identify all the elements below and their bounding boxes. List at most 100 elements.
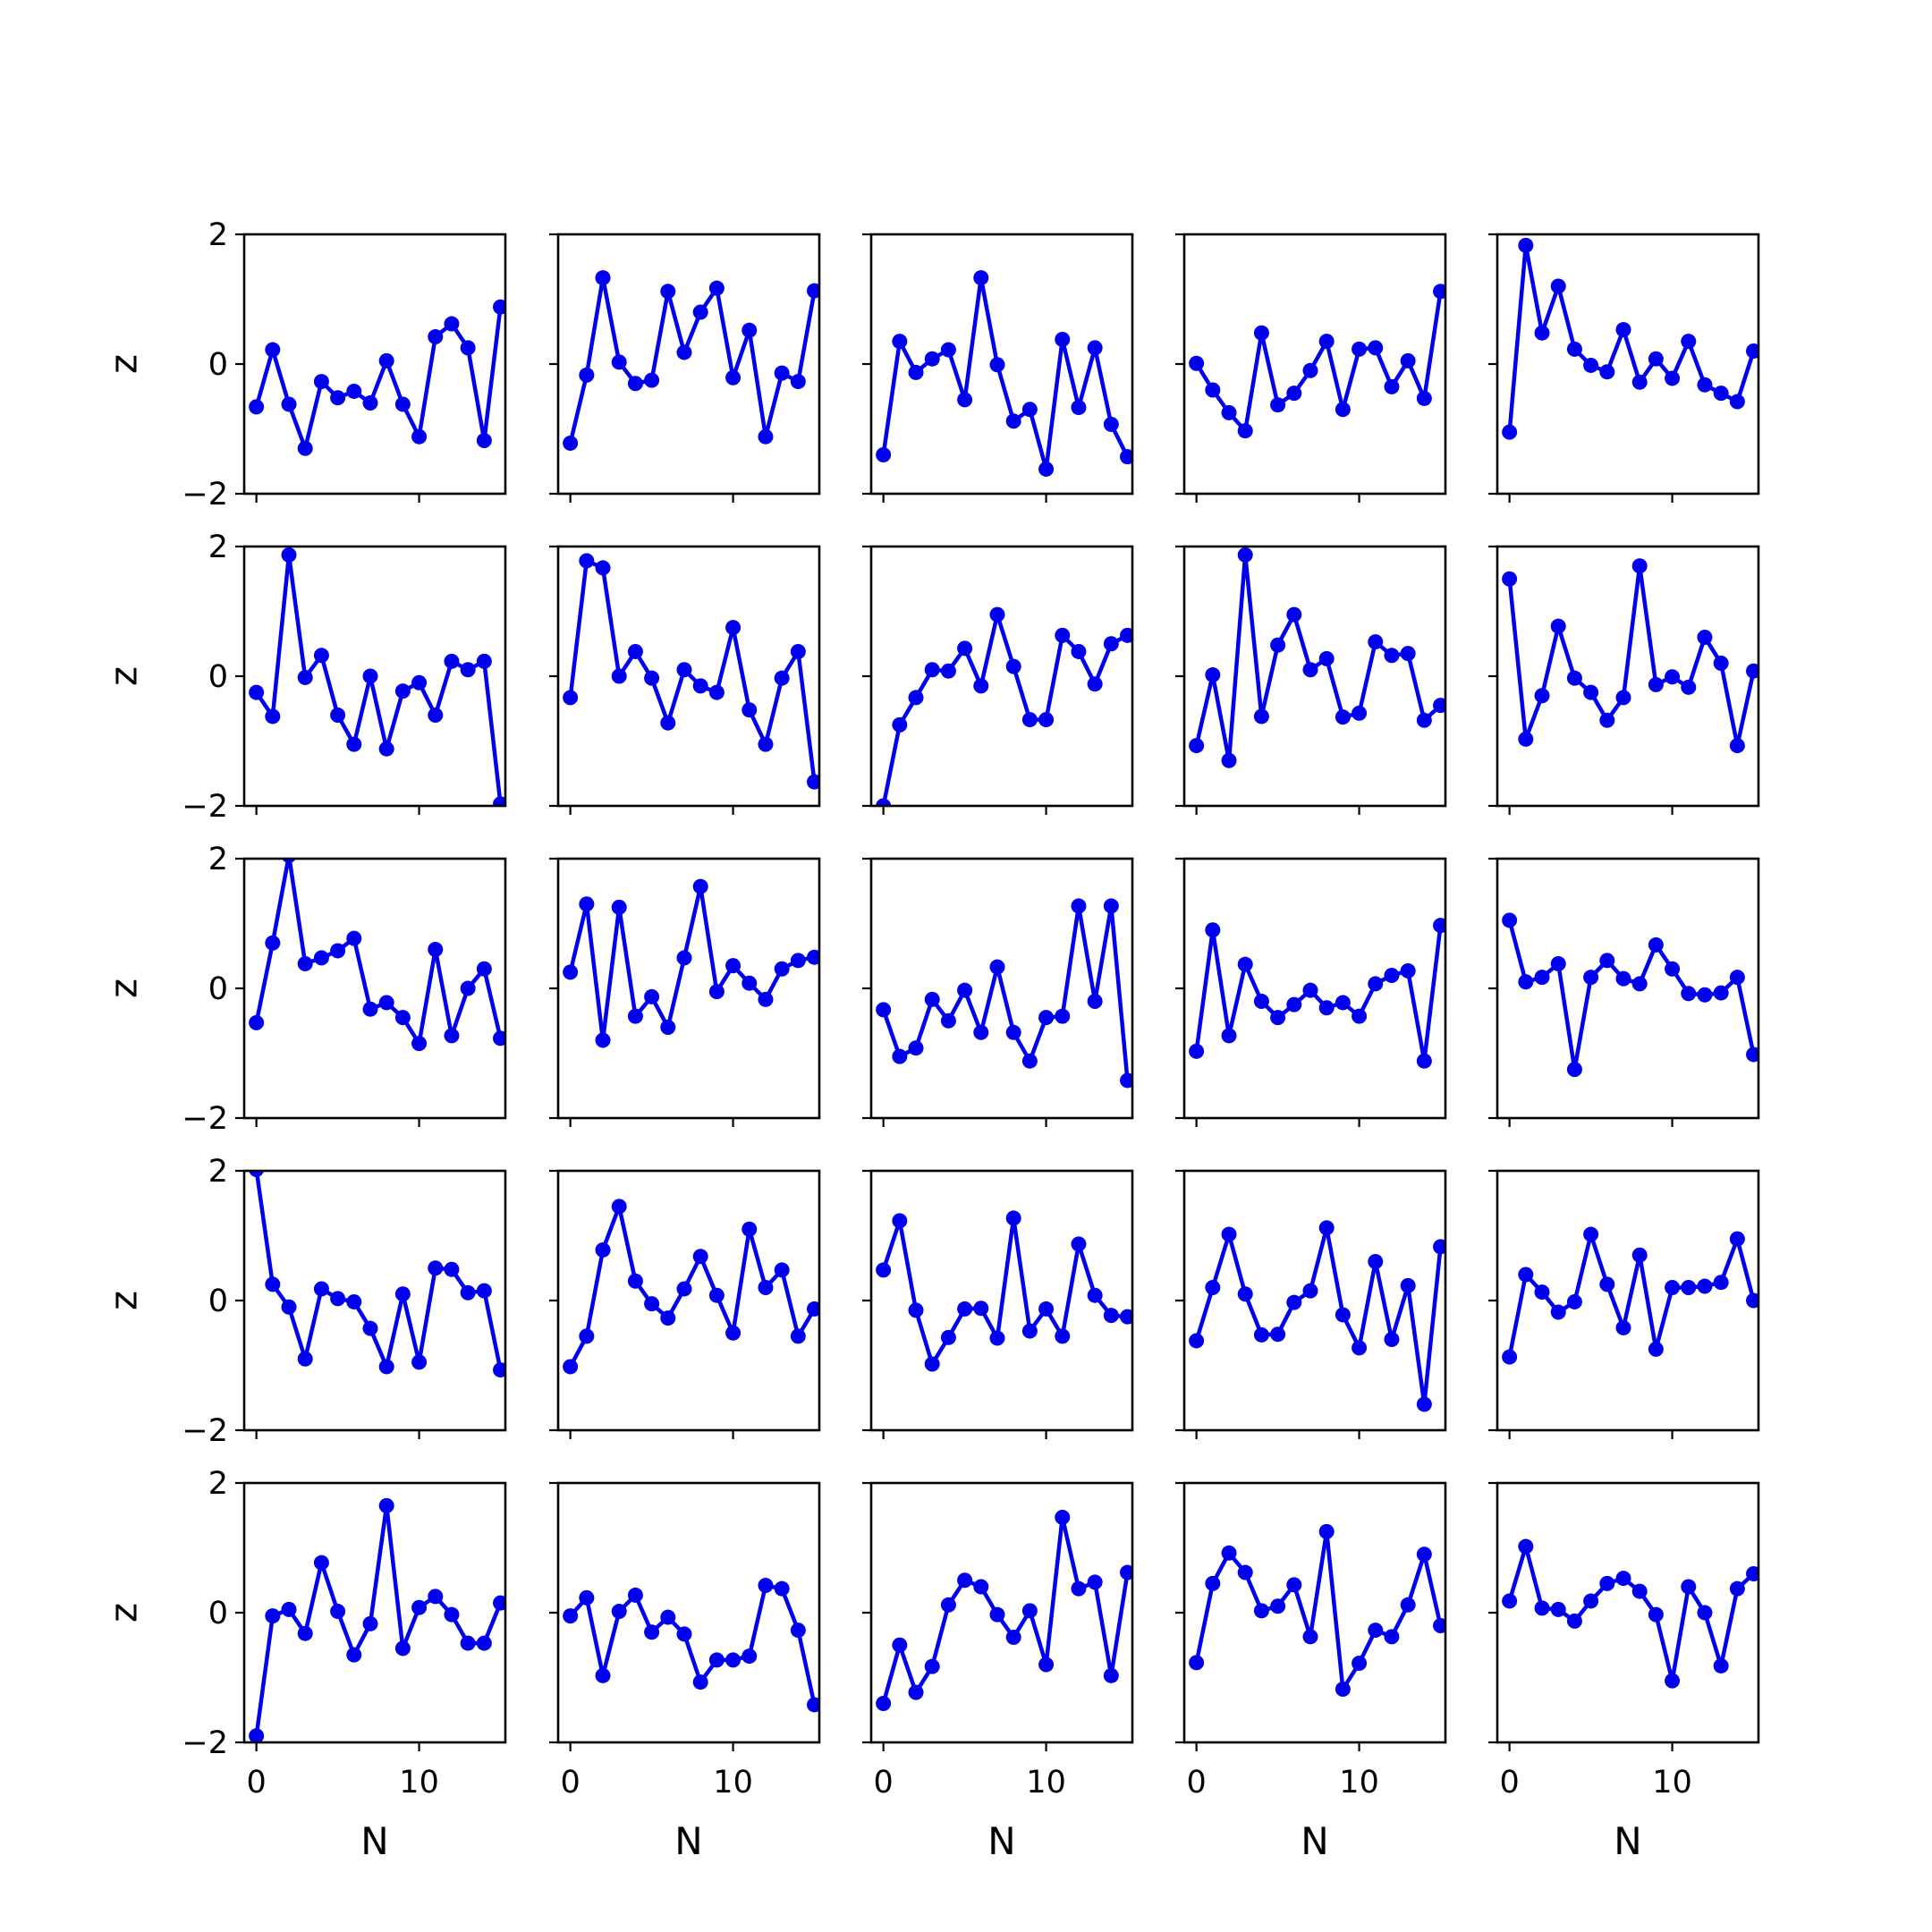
data-point (1038, 1010, 1055, 1026)
data-point (1120, 1564, 1132, 1580)
data-point (1400, 646, 1416, 662)
data-point (1746, 1046, 1758, 1063)
data-point (313, 950, 329, 966)
data-point (1103, 636, 1119, 652)
data-point (1087, 1574, 1103, 1590)
data-point (1713, 1275, 1729, 1291)
data-point (1534, 970, 1550, 986)
data-point (725, 1652, 741, 1668)
data-point (973, 678, 989, 694)
data-point (362, 1615, 378, 1631)
data-point (1502, 1593, 1518, 1609)
data-point (1368, 340, 1384, 356)
data-point (1583, 1593, 1599, 1609)
data-point (460, 340, 476, 356)
data-point (676, 662, 692, 678)
data-point (476, 433, 492, 449)
data-point (428, 1260, 444, 1276)
data-point (1253, 325, 1269, 341)
data-point (330, 1604, 346, 1620)
data-point (281, 1601, 297, 1617)
x-tick-label: 10 (713, 1765, 753, 1801)
data-point (708, 1287, 724, 1303)
y-axis-label: z (102, 979, 146, 998)
data-point (1550, 618, 1566, 634)
data-point (807, 1301, 819, 1317)
data-point (758, 1280, 774, 1295)
data-point (595, 560, 611, 576)
data-point (1583, 357, 1599, 373)
data-point (725, 1325, 741, 1341)
data-point (908, 1302, 924, 1318)
data-point (644, 372, 660, 388)
subplot-r3-c2 (549, 857, 821, 1127)
data-point (394, 1640, 411, 1657)
data-point (394, 683, 411, 699)
data-point (892, 716, 908, 733)
data-point (1071, 1236, 1087, 1252)
data-point (330, 1291, 346, 1307)
data-point (973, 270, 989, 286)
data-point (774, 961, 790, 977)
data-point (460, 1635, 476, 1651)
data-point (924, 351, 940, 367)
data-point (1302, 662, 1318, 678)
data-point (940, 1013, 956, 1029)
data-point (1120, 449, 1132, 465)
data-point (265, 342, 281, 358)
data-point (444, 1028, 460, 1044)
y-tick-label: 0 (208, 659, 228, 695)
data-point (1103, 416, 1119, 432)
data-point (1665, 669, 1681, 685)
series-line (254, 859, 503, 1046)
x-axis-label: N (1614, 1819, 1641, 1863)
data-point (313, 1555, 329, 1571)
data-point (973, 1301, 989, 1317)
data-point (460, 662, 476, 678)
subplot-r1-c5 (1488, 233, 1760, 503)
series-line (254, 306, 503, 451)
series-line (1507, 1232, 1756, 1358)
data-point (1550, 1601, 1566, 1617)
data-point (1237, 547, 1253, 563)
data-point (676, 344, 692, 360)
subplot-r5-c1: 0 10 −2 0 2 z N (102, 1466, 507, 1863)
data-point (940, 663, 956, 679)
data-point (411, 1354, 428, 1370)
data-point (476, 961, 492, 977)
data-point (807, 774, 819, 790)
data-point (1205, 922, 1221, 938)
data-point (411, 1599, 428, 1615)
data-point (1729, 1580, 1745, 1597)
data-point (940, 1597, 956, 1613)
data-point (1005, 1210, 1021, 1226)
data-point (725, 958, 741, 974)
data-point (476, 1283, 492, 1299)
data-point (1729, 970, 1745, 986)
data-point (790, 643, 806, 659)
data-point (1615, 1571, 1631, 1587)
data-point (1087, 340, 1103, 356)
data-point (1221, 1226, 1237, 1242)
subplot-r4-c2 (549, 1169, 821, 1439)
x-tick-label: 0 (874, 1765, 894, 1801)
data-point (807, 949, 819, 965)
data-point (281, 1299, 297, 1315)
data-point (660, 715, 676, 731)
subplot-r2-c2 (549, 545, 821, 815)
data-point (1599, 364, 1615, 380)
data-point (297, 955, 313, 971)
y-tick-label: 0 (208, 971, 228, 1007)
data-point (611, 668, 627, 684)
data-point (1713, 656, 1729, 671)
y-axis-label: z (102, 1603, 146, 1623)
data-point (892, 1213, 908, 1229)
data-point (1270, 1598, 1286, 1614)
data-point (1302, 982, 1318, 998)
data-point (1534, 1284, 1550, 1301)
y-tick-label: 0 (208, 347, 228, 383)
data-point (265, 1608, 281, 1624)
series-line (568, 275, 817, 444)
data-point (1713, 1657, 1729, 1674)
data-point (1713, 386, 1729, 402)
